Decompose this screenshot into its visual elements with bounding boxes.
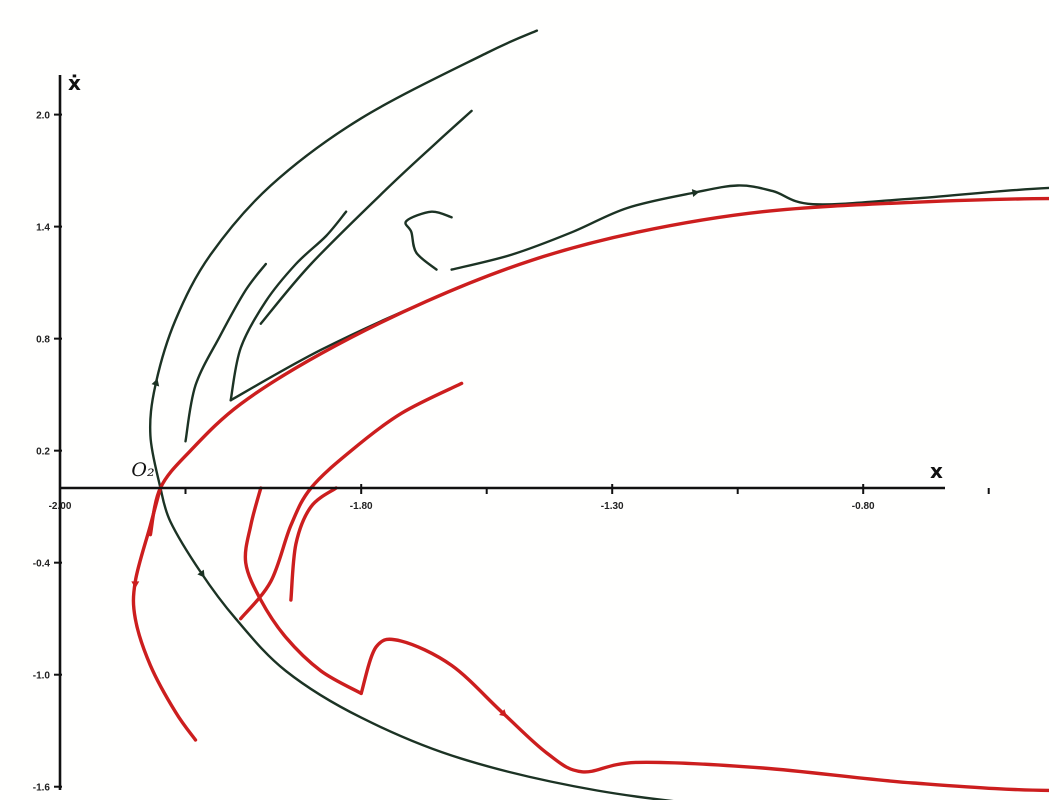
trajectory-red-13 [359, 637, 1049, 793]
trajectory-red-10 [243, 486, 363, 696]
equilibrium-point-label: O₂ [131, 459, 154, 481]
direction-arrow-3 [499, 709, 507, 717]
direction-arrow-4 [131, 581, 140, 589]
y-tick-label-5: -1.0 [33, 671, 51, 682]
y-tick-label-4: -0.4 [33, 559, 51, 570]
trajectory-black-5 [229, 197, 1049, 402]
y-tick-label-0: 2.0 [36, 111, 50, 122]
ticks-layer: -2.00 -1.80 -1.30 -0.80 2.0 1.4 0.8 0.2 -0.4 -1.0… [33, 111, 990, 794]
arrows-layer [131, 189, 700, 717]
trajectory-black-0 [159, 486, 674, 800]
trajectory-black-2 [259, 109, 473, 325]
direction-arrow-2 [691, 189, 700, 197]
x-tick-label-0: -2.00 [49, 501, 72, 512]
trajectory-red-12 [289, 486, 338, 602]
y-tick-label-2: 0.8 [36, 335, 50, 346]
curves-layer [131, 29, 1049, 800]
x-tick-label-1: -1.80 [350, 501, 373, 512]
x-tick-label-2: -1.30 [601, 501, 624, 512]
x-axis-label: x [930, 459, 943, 483]
trajectory-black-4 [229, 210, 348, 402]
y-tick-label-1: 1.4 [36, 223, 50, 234]
x-tick-label-3: -0.80 [852, 501, 875, 512]
trajectory-black-1 [148, 29, 539, 490]
trajectory-red-9 [131, 486, 198, 742]
y-tick-label-3: 0.2 [36, 447, 50, 458]
trajectory-red-8 [148, 196, 1049, 537]
y-tick-label-6: -1.6 [33, 783, 51, 794]
trajectory-black-3 [184, 262, 267, 443]
direction-arrow-0 [151, 378, 160, 387]
axes-layer [58, 75, 945, 790]
direction-arrow-1 [197, 569, 205, 578]
trajectory-black-7 [404, 210, 453, 271]
trajectory-black-6 [450, 184, 1049, 271]
y-axis-label: ẋ [68, 71, 81, 95]
